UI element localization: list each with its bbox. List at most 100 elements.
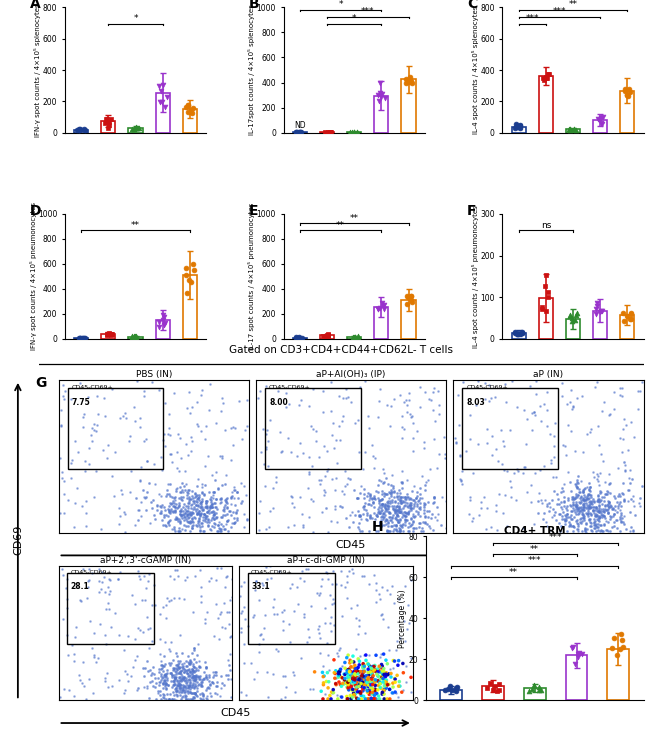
Point (413, 495, 423, 507)
Point (201, 692, 211, 704)
Point (159, 675, 170, 687)
Point (170, 672, 181, 684)
Point (582, 481, 592, 492)
Point (361, 654, 371, 666)
Point (340, 466, 350, 478)
Point (211, 666, 221, 678)
Point (590, 496, 600, 508)
Point (601, 516, 612, 527)
Point (574, 495, 584, 507)
Point (231, 507, 242, 519)
Point (183, 519, 193, 531)
Point (583, 510, 593, 522)
Point (372, 668, 382, 680)
Point (560, 440, 570, 451)
Point (586, 501, 596, 513)
Point (161, 612, 172, 624)
Point (218, 509, 229, 521)
Point (207, 492, 218, 504)
Point (335, 679, 346, 691)
Point (380, 678, 390, 690)
Point (406, 498, 416, 510)
Point (179, 498, 189, 510)
Point (196, 384, 207, 396)
Point (185, 408, 196, 419)
Point (388, 525, 398, 537)
Point (386, 519, 396, 531)
Point (593, 521, 604, 533)
Point (571, 515, 581, 527)
Point (368, 664, 378, 676)
Point (344, 678, 355, 690)
Point (565, 124, 575, 136)
Point (114, 518, 124, 530)
Point (594, 516, 604, 527)
Point (315, 478, 325, 489)
Point (412, 486, 423, 498)
Point (187, 498, 197, 510)
Point (213, 519, 223, 531)
Point (372, 675, 383, 687)
Point (374, 302, 385, 314)
Point (216, 676, 227, 688)
Point (174, 685, 185, 697)
Point (367, 662, 378, 673)
Point (336, 680, 346, 692)
Point (162, 672, 172, 684)
Point (239, 638, 249, 650)
Point (55, 419, 66, 431)
Point (202, 506, 212, 518)
Point (388, 503, 398, 515)
Point (445, 680, 456, 692)
Point (586, 423, 596, 435)
Point (194, 497, 205, 509)
Point (172, 685, 183, 697)
Point (201, 497, 211, 509)
Point (619, 85, 630, 97)
Point (376, 91, 387, 103)
Point (322, 568, 332, 580)
Point (171, 682, 181, 694)
Point (374, 95, 385, 107)
Point (428, 491, 439, 503)
Point (573, 647, 584, 659)
Point (357, 673, 367, 685)
Point (598, 111, 608, 123)
Point (554, 508, 564, 520)
Point (591, 507, 601, 519)
Point (177, 684, 187, 696)
Point (186, 276, 196, 288)
Point (333, 693, 343, 705)
Point (196, 581, 206, 593)
Point (565, 519, 575, 530)
Point (376, 514, 386, 526)
Point (256, 446, 266, 457)
Point (385, 525, 395, 537)
Point (575, 505, 585, 517)
Point (160, 658, 170, 670)
Point (409, 494, 419, 506)
Point (577, 446, 588, 458)
Point (211, 679, 221, 691)
Point (303, 562, 313, 574)
Point (366, 693, 376, 705)
Point (179, 507, 190, 519)
Point (601, 489, 611, 501)
Point (272, 608, 282, 620)
Point (570, 309, 580, 321)
Point (356, 693, 367, 705)
Point (190, 687, 200, 699)
Point (182, 660, 192, 672)
Point (342, 693, 352, 705)
Point (584, 513, 594, 525)
Point (83, 592, 93, 603)
Point (69, 655, 79, 667)
Point (306, 420, 316, 432)
Point (162, 478, 173, 489)
Point (618, 488, 629, 500)
Point (590, 381, 600, 393)
Point (352, 685, 363, 697)
Point (323, 463, 333, 475)
Point (600, 488, 610, 500)
Point (358, 484, 369, 495)
